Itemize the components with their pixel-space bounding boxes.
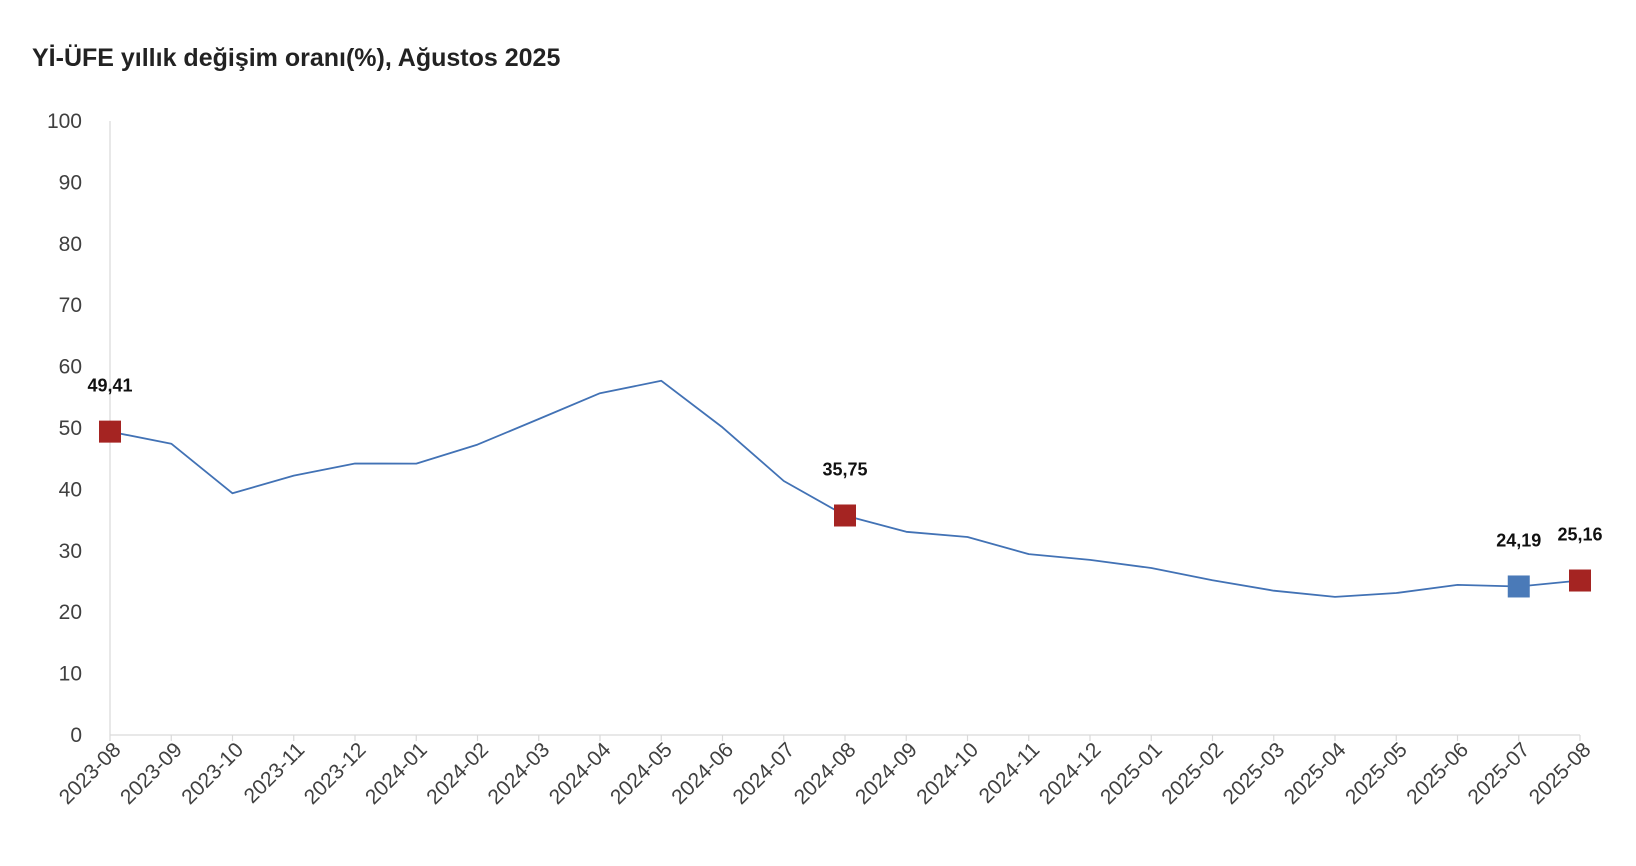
y-tick-label: 60 bbox=[59, 356, 82, 379]
y-tick-label: 0 bbox=[70, 724, 82, 747]
y-tick-label: 30 bbox=[59, 540, 82, 563]
data-label: 49,41 bbox=[87, 376, 132, 396]
markers-layer bbox=[99, 420, 1591, 598]
data-label: 35,75 bbox=[822, 459, 867, 479]
x-tick-label: 2024-07 bbox=[729, 738, 800, 809]
x-tick-label: 2023-11 bbox=[240, 738, 310, 808]
x-tick-label: 2025-03 bbox=[1219, 738, 1290, 809]
y-tick-label: 70 bbox=[59, 294, 82, 317]
x-tick-label: 2024-12 bbox=[1035, 738, 1106, 809]
x-tick-label: 2025-01 bbox=[1096, 738, 1167, 809]
y-tick-label: 20 bbox=[59, 601, 82, 624]
y-tick-label: 80 bbox=[59, 233, 82, 256]
series-layer bbox=[109, 379, 1581, 598]
x-tick-label: 2024-01 bbox=[361, 738, 432, 809]
data-point-marker bbox=[834, 504, 856, 527]
x-tick-label: 2024-02 bbox=[422, 738, 493, 809]
y-tick-label: 90 bbox=[59, 171, 82, 194]
series-line bbox=[109, 379, 1581, 598]
y-axis: 0 10 20 30 40 50 60 70 80 90 100 bbox=[47, 110, 111, 747]
x-tick-label: 2025-06 bbox=[1402, 738, 1473, 809]
x-tick-label: 2023-12 bbox=[300, 738, 371, 809]
x-axis: 2023-082023-092023-102023-112023-122024-… bbox=[55, 734, 1596, 809]
y-tick-label: 10 bbox=[59, 663, 82, 686]
y-tick-label: 40 bbox=[59, 478, 82, 501]
x-tick-label: 2024-08 bbox=[790, 738, 861, 809]
data-label: 25,16 bbox=[1557, 525, 1602, 545]
x-tick-label: 2025-02 bbox=[1157, 738, 1228, 809]
x-tick-label: 2025-04 bbox=[1280, 738, 1351, 809]
y-tick-label: 100 bbox=[47, 110, 82, 133]
data-label: 24,19 bbox=[1496, 530, 1541, 550]
x-tick-label: 2024-10 bbox=[912, 738, 983, 809]
data-labels-layer: 49,41 35,75 24,19 25,16 bbox=[87, 376, 1602, 551]
data-point-marker bbox=[99, 420, 121, 443]
y-tick-label: 50 bbox=[59, 417, 82, 440]
x-tick-label: 2024-06 bbox=[667, 738, 738, 809]
x-tick-label: 2024-09 bbox=[851, 738, 922, 809]
x-tick-label: 2025-07 bbox=[1464, 738, 1535, 809]
x-tick-label: 2023-10 bbox=[177, 738, 248, 809]
x-tick-label: 2024-11 bbox=[975, 738, 1045, 808]
x-tick-label: 2023-09 bbox=[116, 738, 187, 809]
data-point-marker bbox=[1569, 569, 1591, 592]
x-tick-label: 2024-05 bbox=[606, 738, 677, 809]
x-tick-label: 2025-08 bbox=[1525, 738, 1596, 809]
chart-title: Yİ-ÜFE yıllık değişim oranı(%), Ağustos … bbox=[32, 44, 561, 72]
x-tick-label: 2023-08 bbox=[55, 738, 126, 809]
x-tick-label: 2024-04 bbox=[545, 738, 616, 809]
x-tick-label: 2024-03 bbox=[484, 738, 555, 809]
x-tick-label: 2025-05 bbox=[1341, 738, 1412, 809]
data-point-marker bbox=[1507, 575, 1530, 598]
